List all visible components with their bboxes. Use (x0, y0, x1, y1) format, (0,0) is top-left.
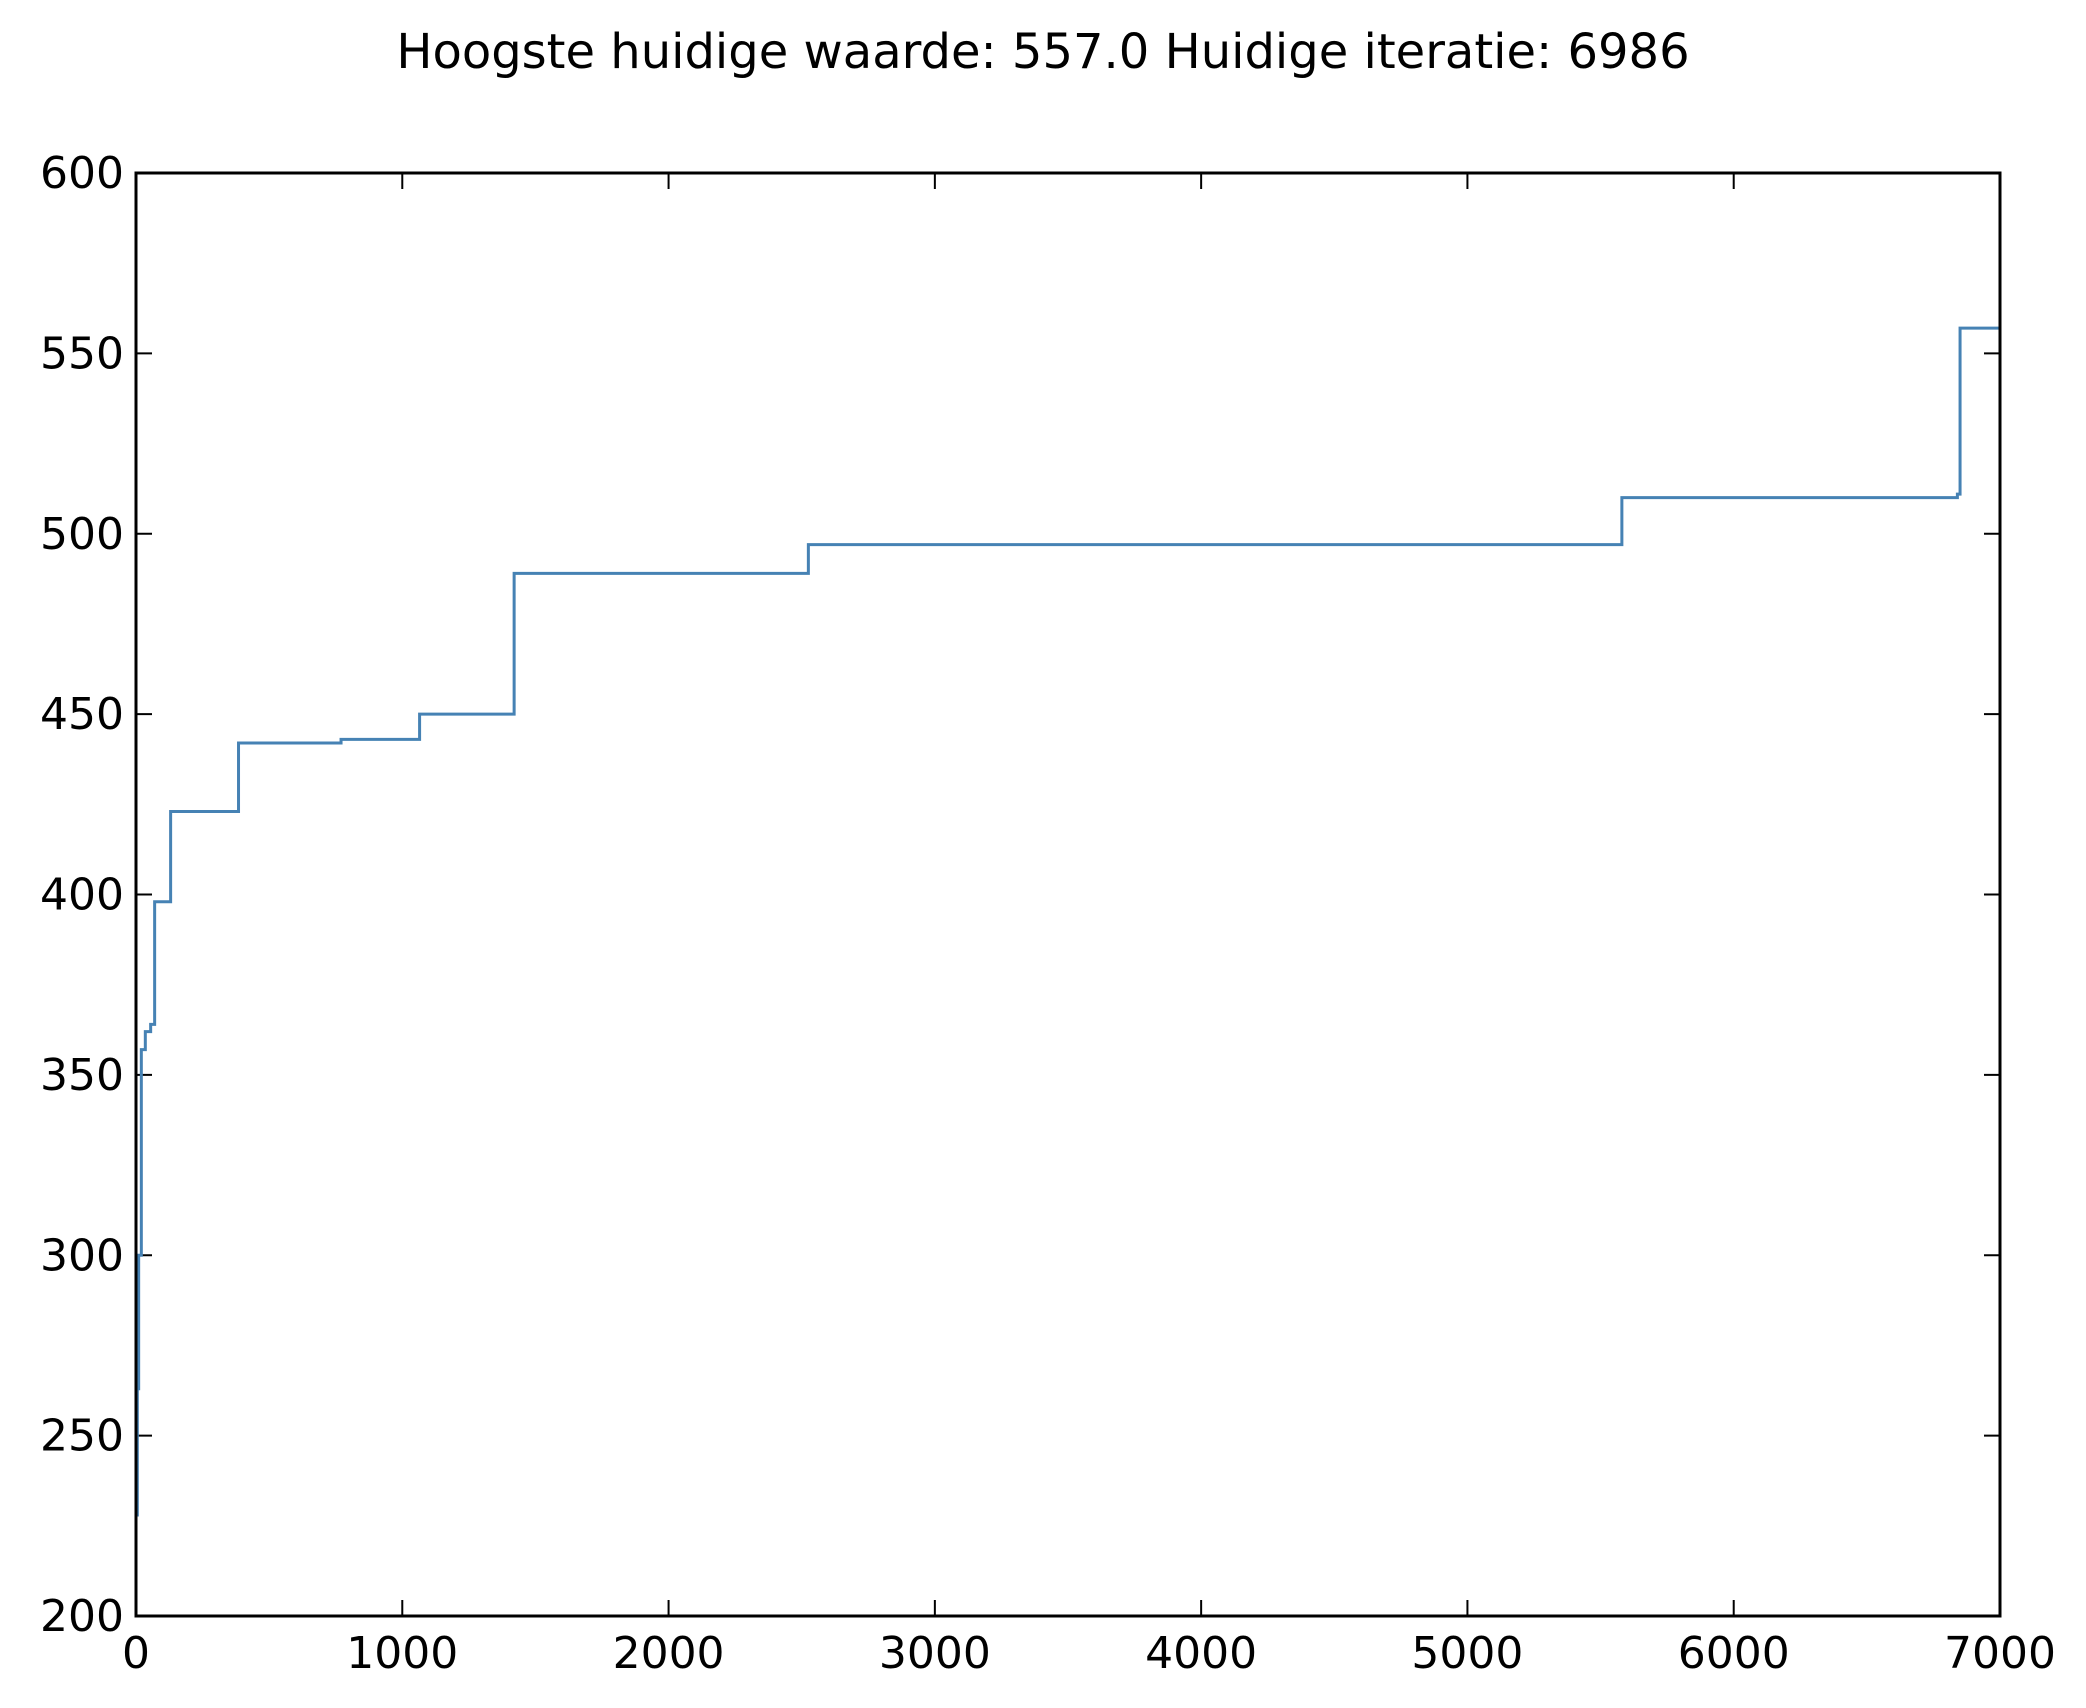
y-tick-label: 200 (40, 1591, 124, 1642)
axis-ticks (135, 172, 2001, 1617)
y-tick-label: 450 (40, 689, 124, 740)
x-tick-label: 2000 (613, 1628, 725, 1679)
axes-frame (134, 171, 2002, 1618)
y-tick-label: 400 (40, 870, 124, 921)
y-tick-label: 350 (40, 1050, 124, 1101)
x-tick-label: 0 (122, 1628, 150, 1679)
axis-tick-labels: 0 1000 2000 3000 4000 5000 6000 7000 200 250 300 35… (40, 148, 2056, 1679)
x-tick-label: 3000 (879, 1628, 991, 1679)
x-tick-label: 6000 (1678, 1628, 1790, 1679)
x-tick-label: 1000 (346, 1628, 458, 1679)
y-tick-label: 550 (40, 328, 124, 379)
plot-area (135, 326, 2000, 1517)
y-tick-label: 500 (40, 509, 124, 560)
x-tick-label: 7000 (1944, 1628, 2056, 1679)
x-tick-label: 5000 (1411, 1628, 1523, 1679)
y-tick-label: 250 (40, 1411, 124, 1462)
series-line (135, 326, 2000, 1517)
chart-title: Hoogste huidige waarde: 557.0 Huidige it… (396, 24, 1689, 80)
x-tick-label: 4000 (1145, 1628, 1257, 1679)
y-tick-label: 600 (40, 148, 124, 199)
y-tick-label: 300 (40, 1230, 124, 1281)
